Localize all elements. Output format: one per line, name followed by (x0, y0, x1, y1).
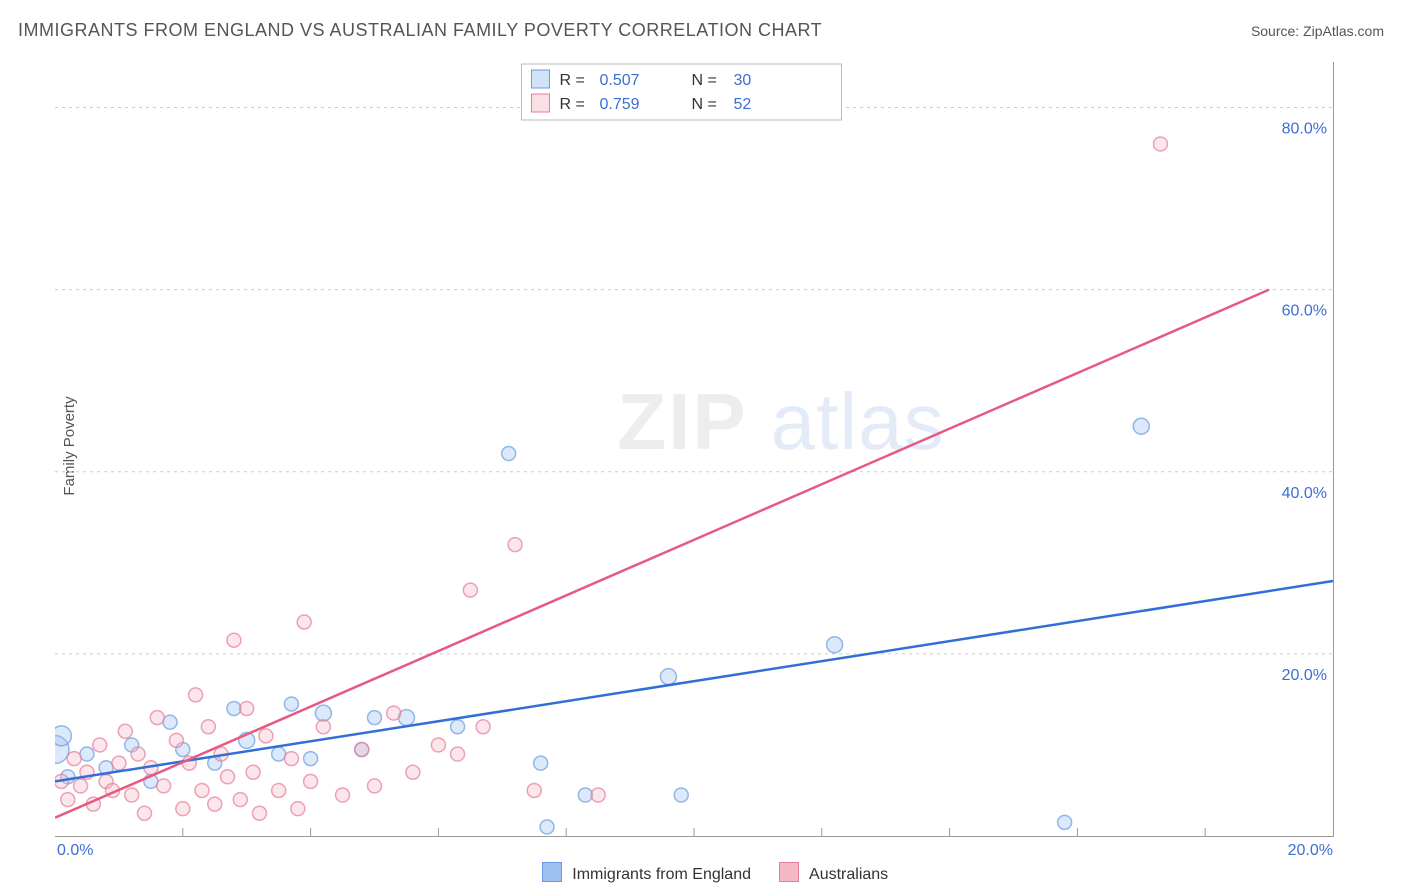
legend-swatch (531, 94, 549, 112)
chart-title: IMMIGRANTS FROM ENGLAND VS AUSTRALIAN FA… (18, 20, 822, 41)
data-point (80, 747, 94, 761)
data-point (316, 720, 330, 734)
data-point (252, 806, 266, 820)
trend-line-england (55, 581, 1333, 781)
data-point (284, 752, 298, 766)
data-point (272, 747, 286, 761)
data-point (272, 783, 286, 797)
data-point (240, 702, 254, 716)
data-point (527, 783, 541, 797)
data-point (227, 702, 241, 716)
data-point (125, 788, 139, 802)
data-point (578, 788, 592, 802)
data-point (233, 793, 247, 807)
svg-text:20.0%: 20.0% (1282, 667, 1327, 684)
data-point (304, 752, 318, 766)
bottom-legend: Immigrants from England Australians (0, 862, 1406, 884)
svg-text:60.0%: 60.0% (1282, 303, 1327, 320)
data-point (195, 783, 209, 797)
data-point (451, 720, 465, 734)
data-point (502, 447, 516, 461)
data-point (221, 770, 235, 784)
data-point (61, 793, 75, 807)
svg-text:80.0%: 80.0% (1282, 121, 1327, 138)
trend-line-australians (55, 290, 1269, 818)
svg-text:0.759: 0.759 (599, 96, 639, 113)
svg-text:30: 30 (733, 72, 751, 89)
data-point (476, 720, 490, 734)
data-point (827, 637, 843, 653)
data-point (208, 797, 222, 811)
axis-tick-label: 20.0% (1288, 842, 1333, 860)
data-point (169, 733, 183, 747)
data-point (67, 752, 81, 766)
data-point (201, 720, 215, 734)
data-point (1058, 815, 1072, 829)
data-point (387, 706, 401, 720)
legend-swatch (531, 70, 549, 88)
data-point (259, 729, 273, 743)
chart-container: IMMIGRANTS FROM ENGLAND VS AUSTRALIAN FA… (0, 0, 1406, 892)
data-point (93, 738, 107, 752)
axis-tick-label: 0.0% (57, 842, 93, 860)
data-point (304, 774, 318, 788)
data-point (163, 715, 177, 729)
svg-text:R =: R = (559, 72, 584, 89)
data-point (55, 726, 71, 746)
data-point (74, 779, 88, 793)
data-point (368, 779, 382, 793)
data-point (540, 820, 554, 834)
data-point (291, 802, 305, 816)
data-point (674, 788, 688, 802)
data-point (131, 747, 145, 761)
data-point (284, 697, 298, 711)
data-point (534, 756, 548, 770)
data-point (157, 779, 171, 793)
plot-area: ZIP atlas 20.0% 40.0% 60.0% 80.0% R = 0.507 N = 3… (55, 62, 1334, 837)
data-point (463, 583, 477, 597)
svg-text:N =: N = (691, 72, 716, 89)
data-point (246, 765, 260, 779)
data-point (451, 747, 465, 761)
svg-text:R =: R = (559, 96, 584, 113)
source-label: Source: ZipAtlas.com (1251, 23, 1384, 39)
legend-label-england: Immigrants from England (572, 866, 751, 883)
svg-text:atlas: atlas (771, 377, 945, 466)
data-point (1133, 418, 1149, 434)
data-point (660, 669, 676, 685)
data-point (118, 724, 132, 738)
svg-text:52: 52 (733, 96, 751, 113)
data-point (315, 705, 331, 721)
data-point (112, 756, 126, 770)
data-point (508, 538, 522, 552)
data-point (406, 765, 420, 779)
data-point (297, 615, 311, 629)
data-point (368, 711, 382, 725)
data-point (591, 788, 605, 802)
legend-swatch-australians (779, 862, 799, 882)
data-point (137, 806, 151, 820)
svg-text:ZIP: ZIP (617, 377, 747, 466)
data-point (355, 742, 369, 756)
data-point (1153, 137, 1167, 151)
data-point (176, 802, 190, 816)
legend-label-australians: Australians (809, 866, 888, 883)
data-point (336, 788, 350, 802)
data-point (150, 711, 164, 725)
legend-swatch-england (542, 862, 562, 882)
svg-text:0.507: 0.507 (599, 72, 639, 89)
chart-svg: ZIP atlas 20.0% 40.0% 60.0% 80.0% R = 0.507 N = 3… (55, 62, 1333, 836)
data-point (227, 633, 241, 647)
data-point (189, 688, 203, 702)
data-point (431, 738, 445, 752)
svg-text:N =: N = (691, 96, 716, 113)
svg-text:40.0%: 40.0% (1282, 485, 1327, 502)
